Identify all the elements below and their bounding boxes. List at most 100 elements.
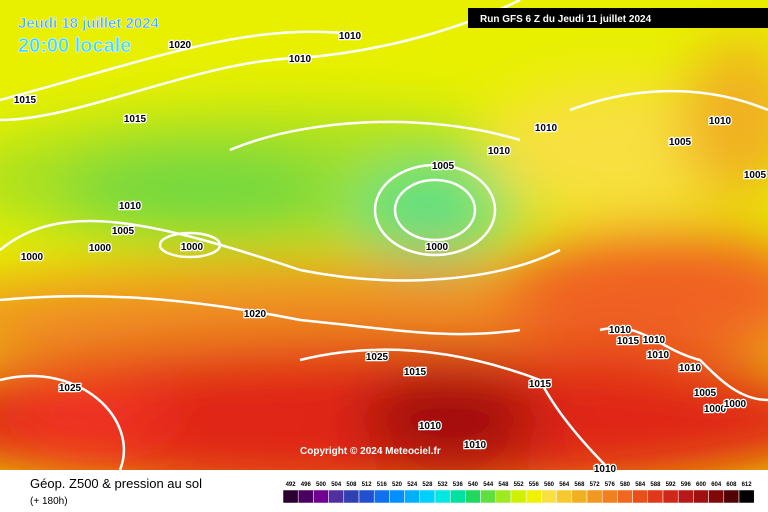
scale-label: 512: [362, 482, 373, 488]
scale-label: 536: [453, 482, 464, 488]
scale-label: 528: [422, 482, 433, 488]
scale-label: 520: [392, 482, 403, 488]
scale-label: 516: [377, 482, 388, 488]
scale-label: 576: [605, 482, 616, 488]
isobar-label: 1000: [181, 242, 204, 253]
scale-swatch: [495, 489, 512, 504]
scale-swatch: [358, 489, 375, 504]
isobar-label: 1005: [744, 170, 767, 181]
scale-swatch: [510, 489, 527, 504]
time: 20:00 locale: [18, 35, 131, 57]
scale-swatch: [282, 489, 299, 504]
isobar-label: 1025: [366, 352, 389, 363]
isobar-label: 1010: [535, 123, 558, 134]
run-info: Run GFS 6 Z du Jeudi 11 juillet 2024: [480, 14, 652, 25]
scale-swatch: [617, 489, 633, 504]
isobar-label: 1015: [124, 114, 147, 125]
scale-swatch: [465, 489, 481, 504]
scale-label: 540: [468, 482, 479, 488]
isobar-label: 1005: [112, 226, 135, 237]
footer-title: Géop. Z500 & pression au sol: [30, 476, 202, 491]
isobar-label: 1000: [89, 243, 112, 254]
scale-label: 548: [498, 482, 509, 488]
field: [0, 0, 768, 470]
scale-label: 580: [620, 482, 631, 488]
scale-swatch: [586, 489, 603, 504]
scale-swatch: [556, 489, 573, 504]
scale-swatch: [601, 489, 618, 504]
copyright: Copyright © 2024 Meteociel.fr: [300, 446, 441, 457]
scale-swatch: [541, 489, 557, 504]
isobar-label: 1010: [709, 116, 732, 127]
isobar-label: 1010: [419, 421, 442, 432]
scale-swatch: [632, 489, 649, 504]
lead-time: (+ 180h): [30, 496, 68, 507]
scale-label: 568: [574, 482, 585, 488]
isobar-label: 1015: [529, 379, 552, 390]
isobar-label: 1000: [704, 404, 727, 415]
scale-label: 584: [635, 482, 646, 488]
isobar-label: 1005: [694, 388, 717, 399]
isobar-label: 1015: [404, 367, 427, 378]
scale-swatch: [647, 489, 664, 504]
isobar-label: 1010: [679, 363, 702, 374]
scale-swatch: [297, 489, 314, 504]
scale-label: 496: [301, 482, 312, 488]
scale-label: 564: [559, 482, 570, 488]
scale-label: 544: [483, 482, 494, 488]
isobar-label: 1010: [594, 464, 617, 475]
isobar-label: 1020: [244, 309, 267, 320]
isobar-label: 1010: [609, 325, 632, 336]
isobar-label: 1010: [289, 54, 312, 65]
scale-label: 500: [316, 482, 327, 488]
scale-swatch: [328, 489, 345, 504]
scale-swatch: [404, 489, 421, 504]
scale-swatch: [373, 489, 390, 504]
scale-swatch: [571, 489, 588, 504]
scale-swatch: [738, 489, 755, 504]
scale-label: 572: [590, 482, 601, 488]
scale-label: 560: [544, 482, 555, 488]
isobar-label: 1010: [643, 335, 666, 346]
scale-label: 532: [438, 482, 449, 488]
isobar-label: 1010: [464, 440, 487, 451]
date: Jeudi 18 juillet 2024: [18, 15, 160, 32]
scale-label: 608: [726, 482, 737, 488]
scale-swatch: [343, 489, 360, 504]
scale-swatch: [449, 489, 466, 504]
isobar-label: 1025: [59, 383, 82, 394]
isobar-label: 1000: [426, 242, 449, 253]
scale-swatch: [693, 489, 709, 504]
scale-label: 552: [514, 482, 525, 488]
scale-swatch: [677, 489, 694, 504]
scale-swatch: [419, 489, 436, 504]
scale-label: 588: [650, 482, 661, 488]
scale-swatch: [662, 489, 679, 504]
isobar-label: 1010: [339, 31, 362, 42]
scale-label: 592: [666, 482, 677, 488]
isobar-label: 1000: [21, 252, 44, 263]
isobar-label: 1015: [617, 336, 640, 347]
scale-swatch: [434, 489, 451, 504]
scale-label: 524: [407, 482, 418, 488]
scale-label: 508: [346, 482, 357, 488]
scale-swatch: [723, 489, 740, 504]
isobar-label: 1020: [169, 40, 192, 51]
scale-swatch: [313, 489, 329, 504]
scale-label: 556: [529, 482, 540, 488]
isobars: [0, 0, 768, 470]
scale-label: 600: [696, 482, 707, 488]
isobar-label: 1005: [669, 137, 692, 148]
scale-label: 596: [681, 482, 692, 488]
isobar-label: 1010: [647, 350, 670, 361]
scale-label: 612: [742, 482, 753, 488]
isobar-label: 1010: [488, 146, 511, 157]
scale-label: 604: [711, 482, 722, 488]
isobar-label: 1005: [432, 161, 455, 172]
scale-label: 492: [286, 482, 297, 488]
scale-swatch: [708, 489, 725, 504]
scale-swatch: [389, 489, 405, 504]
isobar-label: 1010: [119, 201, 142, 212]
scale-swatch: [480, 489, 497, 504]
